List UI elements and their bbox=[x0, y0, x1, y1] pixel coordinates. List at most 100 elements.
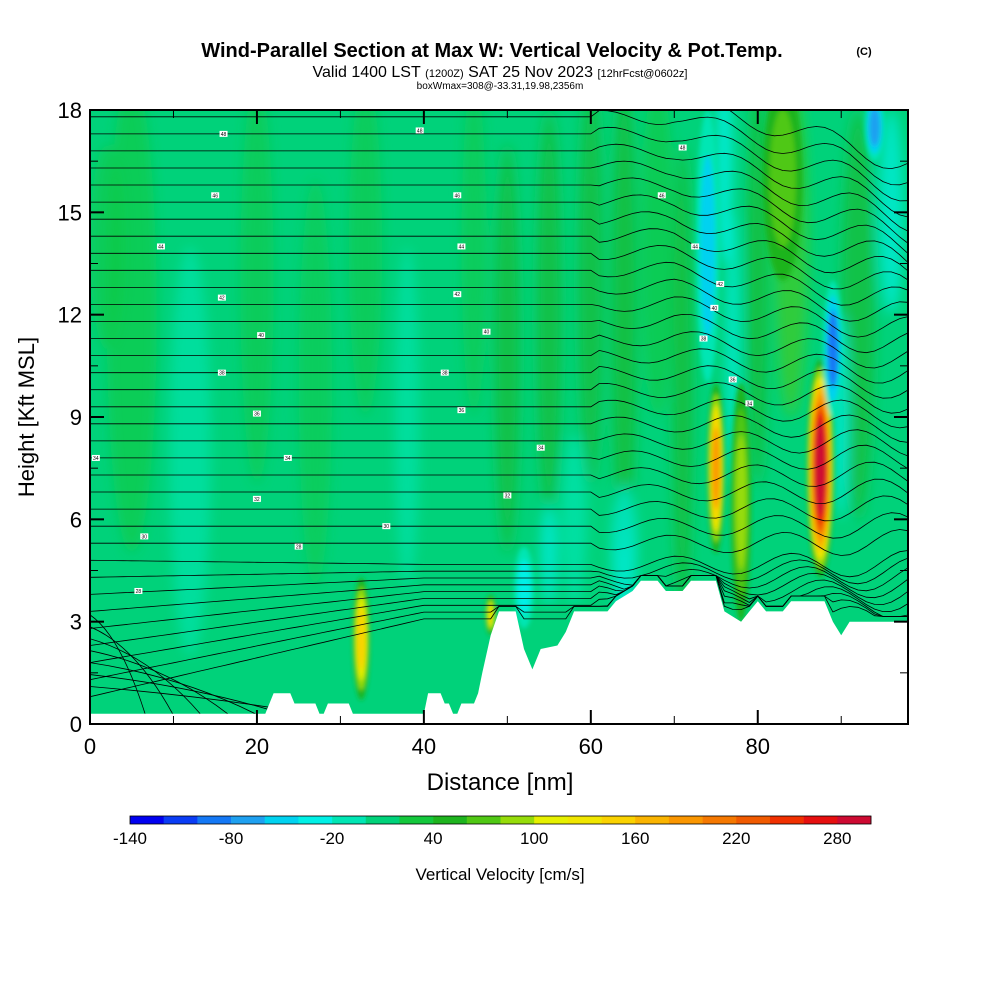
velocity-core bbox=[735, 434, 747, 570]
theta-label: 30 bbox=[382, 523, 391, 530]
svg-text:46: 46 bbox=[659, 193, 665, 199]
theta-contour bbox=[90, 228, 908, 274]
theta-contour bbox=[90, 478, 908, 505]
theta-contour bbox=[90, 177, 908, 244]
colorbar-swatch bbox=[668, 816, 703, 824]
theta-contours bbox=[90, 110, 908, 715]
colorbar-tick-label: 220 bbox=[722, 829, 750, 848]
theta-contour bbox=[90, 110, 908, 186]
svg-text:44: 44 bbox=[158, 244, 164, 250]
theta-contour bbox=[90, 550, 908, 578]
svg-text:32: 32 bbox=[505, 493, 511, 499]
theta-contour bbox=[90, 650, 228, 715]
svg-text:32: 32 bbox=[254, 497, 260, 503]
colorbar-swatch bbox=[130, 816, 164, 824]
colorbar-swatch bbox=[466, 816, 501, 824]
theta-contour bbox=[90, 575, 908, 646]
svg-text:48: 48 bbox=[221, 132, 227, 138]
theta-contour bbox=[90, 211, 908, 263]
theta-label: 34 bbox=[91, 454, 100, 462]
velocity-band bbox=[611, 110, 637, 554]
svg-text:30: 30 bbox=[141, 534, 147, 540]
velocity-band bbox=[348, 110, 383, 417]
velocity-band bbox=[461, 110, 487, 417]
colorbar-swatch bbox=[500, 816, 535, 824]
theta-contour bbox=[90, 331, 908, 369]
x-tick-label: 20 bbox=[245, 734, 269, 759]
svg-text:28: 28 bbox=[296, 545, 302, 551]
velocity-band bbox=[716, 110, 733, 264]
svg-text:34: 34 bbox=[93, 456, 99, 462]
theta-label: 34 bbox=[745, 400, 754, 407]
velocity-core bbox=[357, 607, 366, 671]
y-tick-label: 6 bbox=[70, 507, 82, 532]
theta-label: 42 bbox=[716, 280, 725, 288]
velocity-core bbox=[488, 604, 494, 626]
y-tick-label: 18 bbox=[58, 98, 82, 123]
theta-label: 40 bbox=[482, 328, 491, 336]
theta-label: 48 bbox=[678, 144, 687, 152]
theta-contour bbox=[90, 575, 908, 629]
theta-label: 44 bbox=[691, 243, 700, 250]
theta-label: 32 bbox=[503, 492, 512, 499]
theta-label: 28 bbox=[294, 543, 303, 551]
theta-contour bbox=[90, 429, 908, 457]
velocity-band bbox=[298, 178, 333, 588]
velocity-band bbox=[672, 144, 693, 622]
theta-contour bbox=[90, 160, 908, 232]
colorbar-tick-label: 160 bbox=[621, 829, 649, 848]
y-tick-label: 9 bbox=[70, 405, 82, 430]
theta-label: 48 bbox=[219, 130, 228, 138]
velocity-core bbox=[769, 110, 796, 248]
svg-text:28: 28 bbox=[136, 589, 142, 595]
svg-text:36: 36 bbox=[730, 377, 736, 383]
velocity-core bbox=[700, 154, 716, 339]
colorbar-swatch bbox=[231, 816, 266, 824]
svg-text:46: 46 bbox=[212, 193, 218, 199]
y-tick-label: 12 bbox=[58, 303, 82, 328]
theta-contour bbox=[90, 557, 908, 585]
velocity-band bbox=[747, 110, 768, 486]
colorbar-swatch bbox=[837, 816, 872, 824]
velocity-field bbox=[90, 110, 904, 701]
theta-label: 48 bbox=[415, 127, 424, 134]
theta-label: 40 bbox=[710, 304, 719, 312]
theta-contour bbox=[90, 512, 908, 539]
subtitle-utc: (1200Z) bbox=[425, 68, 464, 80]
svg-text:48: 48 bbox=[680, 146, 686, 152]
svg-text:34: 34 bbox=[538, 446, 544, 452]
velocity-core bbox=[517, 559, 531, 616]
svg-text:34: 34 bbox=[747, 401, 753, 407]
theta-label: 36 bbox=[728, 376, 737, 383]
theta-contour bbox=[90, 674, 283, 715]
velocity-band bbox=[169, 246, 212, 656]
theta-label: 38 bbox=[217, 369, 226, 377]
svg-text:38: 38 bbox=[701, 337, 707, 343]
colorbar-swatch bbox=[534, 816, 569, 824]
x-tick-label: 80 bbox=[746, 734, 770, 759]
theta-contour bbox=[90, 382, 908, 414]
theta-contour bbox=[90, 398, 908, 429]
velocity-band bbox=[494, 144, 520, 554]
velocity-band bbox=[578, 110, 604, 486]
colorbar-tick-label: 40 bbox=[424, 829, 443, 848]
colorbar-swatch bbox=[635, 816, 670, 824]
theta-contour bbox=[90, 245, 908, 290]
x-tick-label: 60 bbox=[579, 734, 603, 759]
theta-label: 36 bbox=[252, 410, 261, 418]
x-axis-label: Distance [nm] bbox=[427, 769, 574, 796]
colorbar-swatch bbox=[298, 816, 333, 824]
y-tick-label: 15 bbox=[58, 200, 82, 225]
colorbar: -140 -80 -20 40 100 160 220 280 bbox=[113, 815, 872, 848]
theta-contour bbox=[90, 495, 908, 522]
x-tick-label: 0 bbox=[84, 734, 96, 759]
colorbar-swatch bbox=[567, 816, 602, 824]
svg-text:40: 40 bbox=[484, 330, 490, 336]
velocity-core bbox=[815, 421, 826, 516]
svg-text:48: 48 bbox=[417, 128, 423, 134]
velocity-band bbox=[841, 110, 875, 520]
svg-text:42: 42 bbox=[717, 282, 723, 288]
theta-label: 32 bbox=[252, 495, 261, 503]
y-tick-label: 0 bbox=[70, 712, 82, 737]
colorbar-swatch bbox=[433, 816, 468, 824]
